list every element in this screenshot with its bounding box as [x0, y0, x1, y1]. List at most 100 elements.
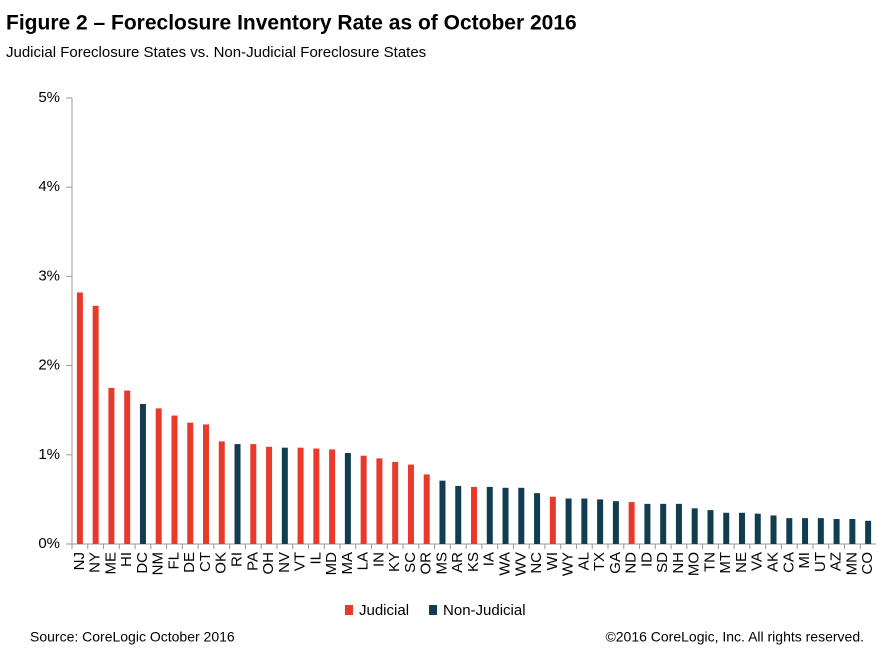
copyright: ©2016 CoreLogic, Inc. All rights reserve… [605, 629, 864, 645]
x-tick-label: OK [213, 552, 230, 574]
bar [266, 446, 273, 544]
x-tick-label: WA [496, 552, 513, 576]
bar [770, 515, 777, 544]
y-tick-label: 2% [38, 357, 60, 374]
bar [865, 520, 872, 544]
bar [502, 487, 509, 544]
bar [486, 486, 493, 544]
x-tick-label: PA [244, 552, 261, 571]
legend-swatch [345, 605, 353, 615]
bar [849, 519, 856, 544]
x-tick-label: MT [717, 552, 734, 574]
bar [139, 403, 146, 544]
bar [407, 464, 414, 544]
bar [455, 486, 462, 544]
bar [534, 493, 541, 544]
bar [707, 510, 714, 544]
bar [471, 486, 477, 544]
bar [675, 503, 682, 544]
x-tick-label: KS [465, 552, 482, 572]
bar [297, 447, 304, 544]
bar [313, 448, 320, 544]
bar [612, 501, 619, 544]
x-tick-label: AZ [828, 552, 845, 571]
x-tick-label: NH [670, 552, 687, 574]
x-tick-label: ME [102, 552, 119, 575]
bar [76, 292, 83, 544]
bar [786, 518, 793, 544]
bar [660, 503, 667, 544]
x-tick-label: TN [701, 552, 718, 572]
x-tick-label: WV [512, 552, 529, 576]
x-tick-label: IL [307, 552, 324, 565]
x-tick-label: AL [575, 552, 592, 570]
bar [392, 461, 399, 544]
x-tick-label: AR [449, 552, 466, 573]
y-tick-label: 3% [38, 267, 60, 284]
y-tick-label: 0% [38, 535, 60, 552]
bar [691, 508, 698, 544]
legend-label: Judicial [359, 602, 409, 619]
x-tick-label: MA [339, 552, 356, 575]
bar [518, 487, 525, 544]
bar [92, 305, 99, 544]
bar [108, 387, 115, 544]
x-tick-label: DC [134, 552, 151, 574]
bar [250, 444, 257, 544]
bar [155, 408, 162, 544]
chart-title: Figure 2 – Foreclosure Inventory Rate as… [6, 12, 577, 35]
x-tick-label: IN [370, 552, 387, 567]
y-tick-label: 1% [38, 446, 60, 463]
bar [171, 415, 178, 544]
bar [644, 503, 651, 544]
bar [360, 455, 367, 544]
legend-swatch [429, 605, 438, 615]
x-tick-label: VA [749, 552, 766, 571]
legend-label: Non-Judicial [443, 602, 526, 619]
bar [833, 519, 840, 544]
x-tick-label: SC [402, 552, 419, 573]
x-tick-label: WI [544, 552, 561, 570]
bar [218, 441, 225, 544]
bar [187, 422, 194, 544]
x-tick-label: MD [323, 552, 340, 575]
bar [439, 480, 446, 544]
bar [739, 512, 745, 544]
bar [597, 499, 604, 544]
x-tick-label: MN [843, 552, 860, 575]
bar [329, 449, 336, 544]
x-tick-label: GA [607, 552, 624, 574]
bar [423, 474, 430, 544]
x-tick-label: NV [276, 552, 293, 573]
x-tick-label: OH [260, 552, 277, 575]
x-tick-label: LA [355, 552, 372, 570]
bar [817, 518, 824, 544]
bar [376, 458, 383, 544]
chart-subtitle: Judicial Foreclosure States vs. Non-Judi… [6, 44, 426, 61]
x-tick-label: FL [165, 552, 182, 570]
bar [628, 502, 635, 544]
x-tick-label: CA [780, 552, 797, 573]
bar [344, 453, 351, 544]
y-tick-label: 4% [38, 178, 60, 195]
bar [723, 512, 730, 544]
x-tick-label: TX [591, 552, 608, 571]
x-tick-label: MS [433, 552, 450, 575]
x-tick-label: KY [386, 552, 403, 572]
x-tick-label: ID [638, 552, 655, 567]
x-tick-label: AK [764, 552, 781, 572]
x-tick-label: DE [181, 552, 198, 573]
x-tick-label: WY [560, 552, 577, 576]
x-tick-label: MI [796, 552, 813, 569]
x-tick-label: NC [528, 552, 545, 574]
x-tick-label: VT [292, 552, 309, 571]
source: Source: CoreLogic October 2016 [30, 629, 235, 645]
y-tick-label: 5% [38, 89, 60, 106]
bar [234, 444, 241, 544]
bar [565, 498, 572, 544]
x-tick-label: NJ [71, 552, 88, 570]
x-tick-label: UT [812, 552, 829, 572]
bar [124, 390, 131, 544]
x-tick-label: ND [623, 552, 640, 574]
